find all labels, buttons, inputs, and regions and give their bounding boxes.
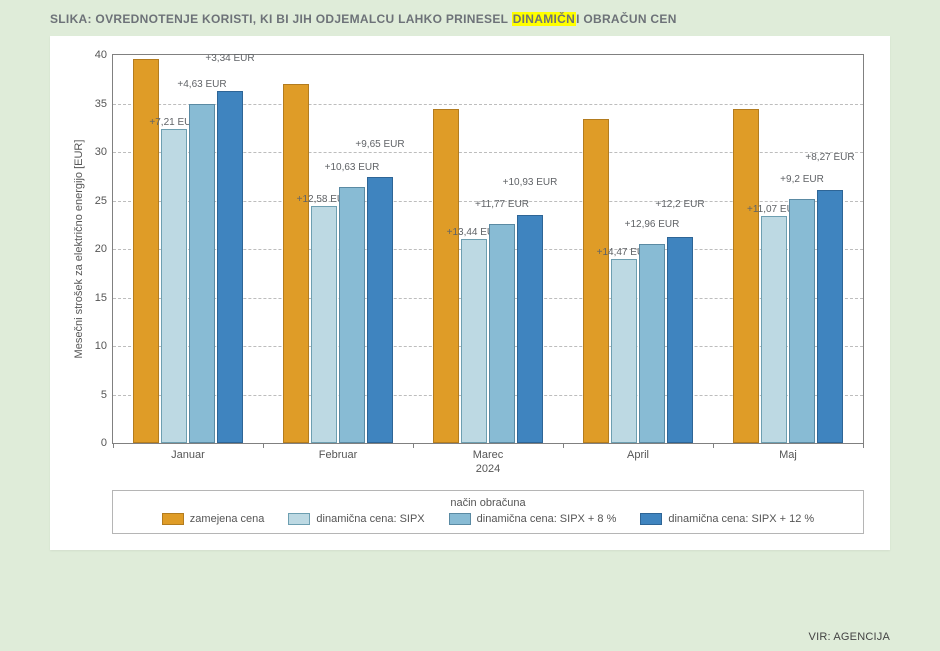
legend-item: dinamična cena: SIPX	[288, 513, 424, 525]
bar-label: +9,2 EUR	[780, 174, 824, 185]
x-sub-label: 2024	[476, 463, 500, 475]
bar	[283, 84, 309, 443]
title-highlight: DINAMIČN	[512, 12, 576, 26]
legend-swatch	[640, 513, 662, 525]
bar: +12,2 EUR	[667, 237, 693, 443]
bar: +10,63 EUR	[339, 187, 365, 443]
bar-label: +3,34 EUR	[205, 53, 254, 64]
bar-label: +12,2 EUR	[655, 199, 704, 210]
legend-items: zamejena cena dinamična cena: SIPX dinamič…	[123, 513, 853, 525]
legend-swatch	[449, 513, 471, 525]
chart-card: Mesečni strošek za električno energijo […	[50, 36, 890, 550]
x-tick	[863, 443, 864, 448]
x-tick-label: Maj	[779, 449, 797, 461]
bar-label: +9,65 EUR	[355, 139, 404, 150]
bar-group: +12,58 EUR+10,63 EUR+9,65 EUR	[283, 84, 393, 443]
legend-swatch	[162, 513, 184, 525]
bar: +4,63 EUR	[189, 104, 215, 444]
bar: +12,58 EUR	[311, 206, 337, 443]
bar-label: +12,96 EUR	[625, 219, 680, 230]
legend-label: zamejena cena	[190, 513, 265, 525]
x-tick	[563, 443, 564, 448]
y-tick-label: 25	[95, 195, 113, 207]
y-axis-title: Mesečni strošek za električno energijo […	[73, 140, 85, 359]
bar-label: +10,93 EUR	[503, 177, 558, 188]
legend-item: zamejena cena	[162, 513, 265, 525]
y-tick-label: 0	[101, 437, 113, 449]
y-tick-label: 15	[95, 292, 113, 304]
source-label: VIR: AGENCIJA	[809, 631, 890, 643]
x-tick-label: Januar	[171, 449, 205, 461]
bar: +9,2 EUR	[789, 199, 815, 443]
legend-item: dinamična cena: SIPX + 8 %	[449, 513, 617, 525]
bar: +13,44 EUR	[461, 239, 487, 443]
bar-group: +7,21 EUR+4,63 EUR+3,34 EUR	[133, 59, 243, 443]
bar: +12,96 EUR	[639, 244, 665, 443]
bar-label: +4,63 EUR	[177, 79, 226, 90]
y-tick-label: 10	[95, 340, 113, 352]
title-pre: SLIKA: OVREDNOTENJE KORISTI, KI BI JIH O…	[50, 12, 512, 26]
bar: +3,34 EUR	[217, 91, 243, 443]
x-tick-label: Marec	[473, 449, 504, 461]
y-tick-label: 40	[95, 49, 113, 61]
bar-label: +8,27 EUR	[805, 152, 854, 163]
bar: +9,65 EUR	[367, 177, 393, 443]
y-tick-label: 20	[95, 243, 113, 255]
legend-swatch	[288, 513, 310, 525]
y-tick-label: 35	[95, 98, 113, 110]
bar-label: +11,77 EUR	[475, 199, 529, 210]
y-tick-label: 30	[95, 146, 113, 158]
legend-label: dinamična cena: SIPX	[316, 513, 424, 525]
title-post: I OBRAČUN CEN	[576, 12, 677, 26]
page-title: SLIKA: OVREDNOTENJE KORISTI, KI BI JIH O…	[0, 0, 940, 36]
bar-label: +10,63 EUR	[325, 162, 380, 173]
plot-area: Mesečni strošek za električno energijo […	[112, 54, 864, 444]
x-tick	[413, 443, 414, 448]
bar	[583, 119, 609, 443]
legend-label: dinamična cena: SIPX + 12 %	[668, 513, 814, 525]
legend: način obračuna zamejena cena dinamična ce…	[112, 490, 864, 534]
x-tick	[263, 443, 264, 448]
bar	[733, 109, 759, 443]
legend-label: dinamična cena: SIPX + 8 %	[477, 513, 617, 525]
bar-group: +13,44 EUR+11,77 EUR+10,93 EUR	[433, 109, 543, 443]
legend-item: dinamična cena: SIPX + 12 %	[640, 513, 814, 525]
bar-group: +11,07 EUR+9,2 EUR+8,27 EUR	[733, 109, 843, 443]
x-tick	[713, 443, 714, 448]
bar	[433, 109, 459, 443]
chart-container: Mesečni strošek za električno energijo […	[70, 54, 870, 534]
bar: +14,47 EUR	[611, 259, 637, 443]
x-tick-label: Februar	[319, 449, 358, 461]
legend-title: način obračuna	[123, 497, 853, 509]
bar: +8,27 EUR	[817, 190, 843, 443]
y-tick-label: 5	[101, 389, 113, 401]
bar: +11,07 EUR	[761, 216, 787, 443]
bar: +10,93 EUR	[517, 215, 543, 443]
bar-group: +14,47 EUR+12,96 EUR+12,2 EUR	[583, 119, 693, 443]
bar: +11,77 EUR	[489, 224, 515, 443]
bar: +7,21 EUR	[161, 129, 187, 443]
x-tick-label: April	[627, 449, 649, 461]
x-tick	[113, 443, 114, 448]
